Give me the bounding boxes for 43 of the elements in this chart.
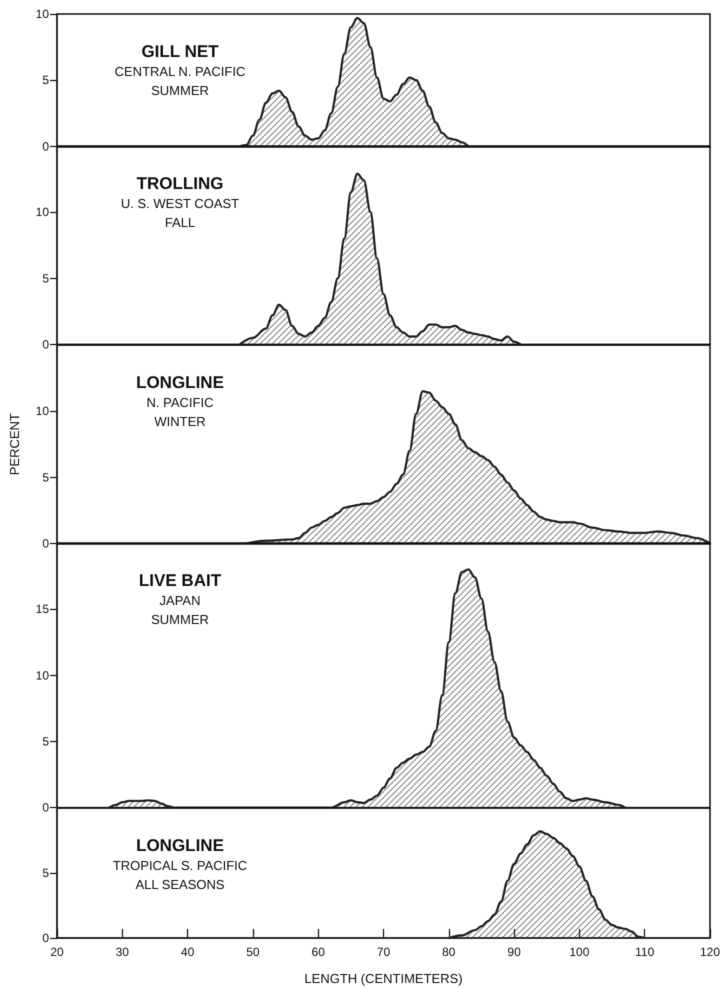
annotation: SUMMER — [151, 83, 209, 98]
text: LONGLINE — [136, 836, 224, 855]
annotation: WINTER — [154, 414, 206, 429]
y-tick-label: 0 — [42, 536, 50, 550]
text: LONGLINE — [136, 372, 224, 392]
y-tick-label: 5 — [42, 734, 50, 749]
text: U. S. WEST COAST — [120, 196, 240, 212]
y-tick-label: 0 — [42, 800, 50, 815]
annotation: SUMMER — [151, 612, 209, 628]
x-tick-label: 70 — [376, 944, 390, 959]
x-tick-label: 100 — [569, 944, 590, 959]
y-tick-label: 5 — [42, 470, 50, 484]
y-tick-label: 10 — [36, 668, 50, 682]
text: TROLLING — [136, 174, 224, 194]
text: N. PACIFIC — [146, 394, 214, 410]
text: JAPAN — [160, 593, 200, 608]
x-tick-label: 60 — [312, 944, 326, 959]
x-tick-label: 120 — [700, 944, 720, 959]
x-tick-label: 80 — [442, 944, 456, 959]
y-tick-label: 5 — [42, 272, 50, 286]
y-tick-label: 5 — [42, 73, 50, 88]
y-tick-label: 5 — [42, 866, 50, 880]
text: CENTRAL N. PACIFIC — [114, 64, 246, 79]
y-tick-label: 0 — [42, 139, 50, 154]
text: GILL NET — [141, 42, 220, 61]
x-tick-label: 30 — [116, 944, 130, 959]
x-tick-label: 20 — [50, 944, 64, 959]
y-tick-label: 0 — [42, 338, 50, 352]
x-tick-label: 90 — [507, 944, 522, 959]
y-axis-title: PERCENT — [7, 412, 22, 475]
y-tick-label: 15 — [36, 602, 50, 616]
x-tick-label: 40 — [180, 944, 195, 959]
x-axis-title: LENGTH (CENTIMETERS) — [304, 970, 463, 986]
y-tick-label: 10 — [36, 205, 50, 220]
x-tick-label: 50 — [246, 944, 260, 959]
y-tick-label: 0 — [42, 930, 50, 945]
text: LIVE BAIT — [138, 571, 222, 590]
annotation: ALL SEASONS — [135, 876, 225, 892]
annotation: FALL — [164, 215, 196, 230]
y-tick-label: 10 — [36, 404, 50, 418]
x-tick-label: 110 — [635, 944, 655, 959]
text: TROPICAL S. PACIFIC — [112, 858, 248, 873]
y-tick-label: 10 — [36, 7, 50, 21]
